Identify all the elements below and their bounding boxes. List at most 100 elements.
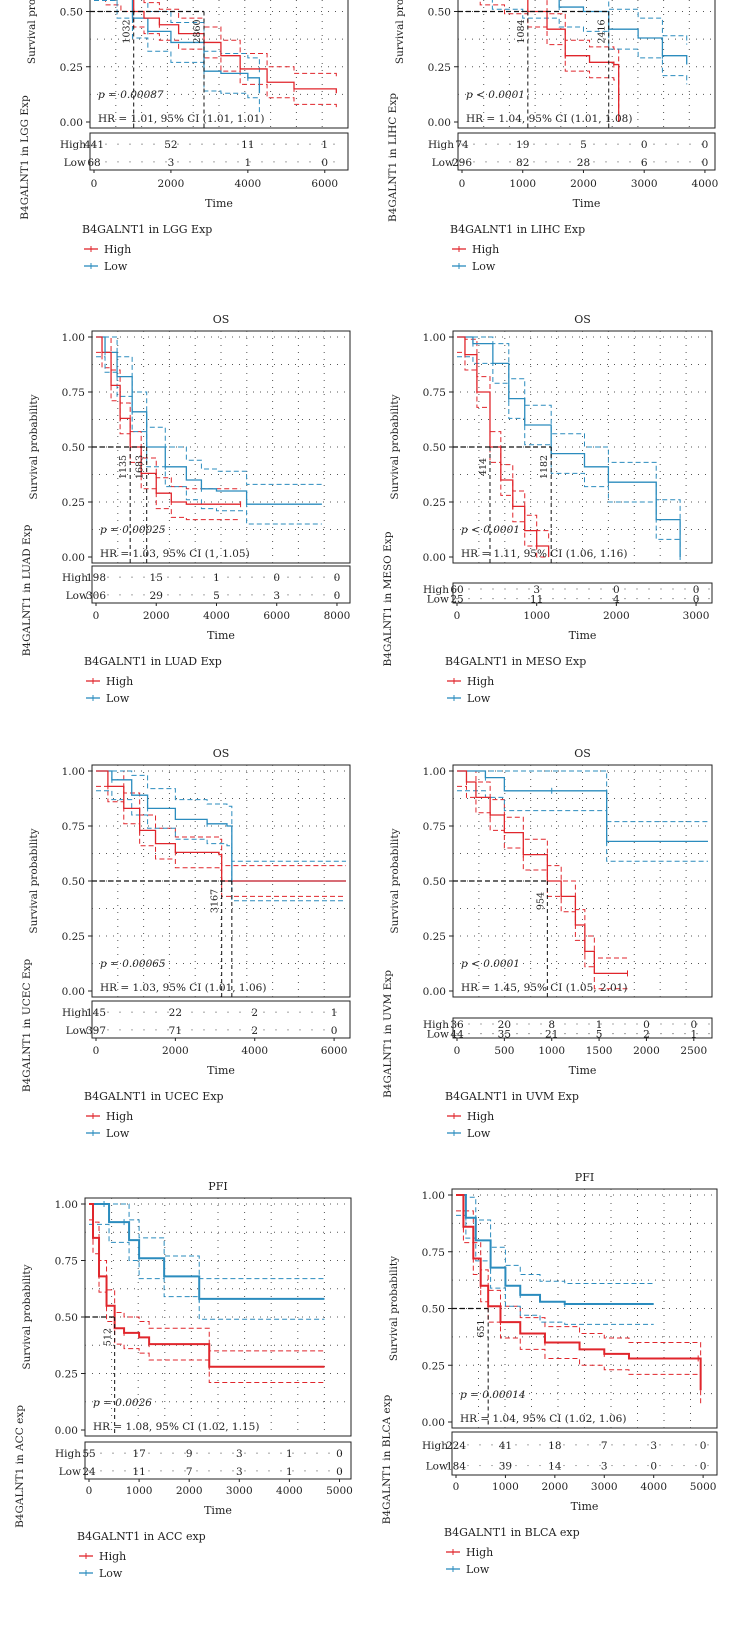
chart-title: PFI bbox=[208, 1180, 227, 1193]
risk-table-dot bbox=[533, 161, 535, 163]
x-tick-label: 2000 bbox=[633, 1045, 660, 1057]
risk-table-frame bbox=[89, 132, 349, 171]
risk-table-row-label: Low bbox=[66, 590, 88, 602]
risk-table-dot bbox=[227, 1029, 229, 1031]
median-low-label: 1182 bbox=[539, 455, 550, 479]
risk-table-dot bbox=[600, 598, 602, 600]
strata-axis-label: B4GALNT1 in LUAD Exp bbox=[21, 524, 33, 656]
risk-table-dot bbox=[191, 594, 193, 596]
risk-count-high: 1 bbox=[321, 139, 328, 151]
risk-table-dot bbox=[587, 1464, 589, 1467]
risk-table-dot bbox=[564, 1023, 566, 1025]
risk-count-low: 28 bbox=[577, 157, 590, 169]
risk-table-dot bbox=[468, 1033, 470, 1035]
risk-table-dot bbox=[95, 1011, 97, 1013]
risk-table-dot bbox=[677, 143, 679, 145]
risk-table-row-label: Low bbox=[66, 1025, 88, 1037]
x-axis-label: Time bbox=[205, 197, 233, 210]
risk-table-dot bbox=[203, 1029, 205, 1031]
risk-table-dot bbox=[251, 594, 253, 596]
low-ci-upper-line bbox=[89, 1203, 325, 1280]
p-value-text: p = 0.00025 bbox=[100, 524, 166, 536]
risk-table-dot bbox=[647, 1444, 649, 1446]
risk-count-high: 0 bbox=[702, 139, 709, 151]
risk-table-dot bbox=[311, 576, 313, 578]
risk-table-dot bbox=[105, 161, 107, 163]
risk-table-row-label: Low bbox=[427, 1029, 449, 1041]
risk-table-dot bbox=[528, 588, 530, 590]
risk-table-dot bbox=[636, 1033, 638, 1035]
risk-table-dot bbox=[509, 161, 511, 163]
risk-table-dot bbox=[160, 1452, 162, 1454]
x-tick-label: 4000 bbox=[203, 610, 230, 622]
risk-count-low: 82 bbox=[516, 157, 529, 169]
risk-table-dot bbox=[576, 1023, 578, 1025]
risk-table-dot bbox=[456, 588, 458, 590]
p-value-text: p < 0.0001 bbox=[461, 524, 520, 536]
risk-table-dot bbox=[503, 1444, 505, 1446]
risk-table-dot bbox=[648, 1033, 650, 1035]
median-high-label: 1084 bbox=[516, 19, 527, 43]
risk-table-dot bbox=[569, 143, 571, 145]
risk-table-dot bbox=[131, 1029, 133, 1031]
risk-table-dot bbox=[100, 1470, 102, 1472]
risk-table-dot bbox=[340, 1470, 342, 1472]
risk-count-high: 5 bbox=[580, 139, 587, 151]
risk-table-dot bbox=[256, 1452, 258, 1454]
low-survival-line bbox=[96, 336, 322, 505]
risk-table-dot bbox=[299, 1029, 301, 1031]
risk-table-row-label: High bbox=[60, 139, 86, 151]
risk-table-dot bbox=[95, 594, 97, 596]
risk-count-high: 8 bbox=[548, 1019, 555, 1031]
y-axis-label: Survival probability bbox=[389, 828, 401, 933]
x-tick-label: 500 bbox=[494, 1045, 514, 1057]
risk-count-low: 0 bbox=[650, 1461, 657, 1473]
low-ci-lower-line bbox=[94, 0, 260, 114]
risk-table-dot bbox=[227, 576, 229, 578]
risk-table-dot bbox=[665, 143, 667, 145]
y-tick-label: 0.50 bbox=[423, 442, 446, 454]
hazard-ratio-text: HR = 1.01, 95% CI (1.01, 1.01) bbox=[98, 113, 264, 125]
risk-table-dot bbox=[208, 1470, 210, 1472]
x-axis-label: Time bbox=[573, 197, 601, 210]
risk-table-dot bbox=[201, 161, 203, 163]
risk-table-dot bbox=[268, 1470, 270, 1472]
hazard-ratio-text: HR = 1.11, 95% CI (1.06, 1.16) bbox=[461, 548, 627, 560]
risk-table-dot bbox=[521, 161, 523, 163]
y-tick-label: 1.00 bbox=[423, 766, 446, 778]
risk-table-dot bbox=[552, 588, 554, 590]
risk-table-dot bbox=[485, 143, 487, 145]
risk-table-dot bbox=[540, 1023, 542, 1025]
risk-count-low: 1 bbox=[690, 1029, 697, 1041]
y-tick-label: 0.00 bbox=[423, 552, 446, 564]
risk-table-dot bbox=[684, 1023, 686, 1025]
risk-table-dot bbox=[660, 1023, 662, 1025]
risk-table-dot bbox=[605, 143, 607, 145]
risk-table-dot bbox=[261, 143, 263, 145]
risk-table-dot bbox=[196, 1452, 198, 1454]
risk-table-dot bbox=[587, 1444, 589, 1446]
y-axis-label: Survival probability bbox=[28, 394, 40, 499]
risk-table-dot bbox=[117, 161, 119, 163]
x-tick-label: 8000 bbox=[324, 610, 351, 622]
risk-count-high: 0 bbox=[273, 572, 280, 584]
risk-count-low: 4 bbox=[613, 594, 620, 606]
risk-count-high: 0 bbox=[641, 139, 648, 151]
risk-count-low: 24 bbox=[82, 1466, 96, 1478]
risk-table-dot bbox=[93, 161, 95, 163]
x-tick-label: 2000 bbox=[176, 1485, 203, 1497]
hazard-ratio-text: HR = 1.08, 95% CI (1.02, 1.15) bbox=[93, 1421, 259, 1433]
risk-table-dot bbox=[155, 594, 157, 596]
low-survival-line bbox=[457, 770, 708, 843]
risk-table-dot bbox=[249, 143, 251, 145]
risk-table-dot bbox=[492, 1023, 494, 1025]
risk-table-dot bbox=[244, 1452, 246, 1454]
high-survival-line bbox=[456, 1194, 702, 1391]
risk-table-dot bbox=[160, 1470, 162, 1472]
risk-count-high: 0 bbox=[336, 1448, 343, 1460]
y-tick-label: 1.00 bbox=[62, 766, 85, 778]
low-legend-label: Low bbox=[466, 1563, 490, 1576]
x-tick-label: 2000 bbox=[541, 1481, 568, 1493]
low-ci-upper-line bbox=[456, 1194, 654, 1285]
risk-table-dot bbox=[503, 1464, 505, 1467]
